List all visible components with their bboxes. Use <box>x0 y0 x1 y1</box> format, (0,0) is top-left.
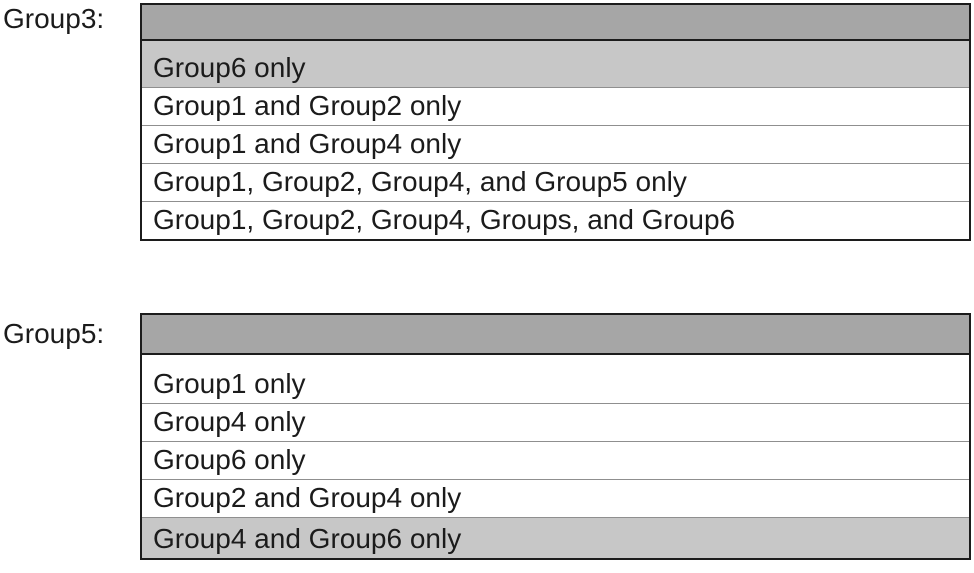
group3-option-5[interactable]: Group1, Group2, Group4, Groups, and Grou… <box>142 201 969 239</box>
group3-label: Group3: <box>3 3 105 34</box>
group5-dropdown: Group1 only Group4 only Group6 only Grou… <box>140 313 971 560</box>
group5-option-2[interactable]: Group4 only <box>142 403 969 441</box>
group5-label: Group5: <box>3 318 105 349</box>
group5-option-3[interactable]: Group6 only <box>142 441 969 479</box>
group5-dropdown-header[interactable] <box>142 315 969 355</box>
group3-option-1[interactable]: Group6 only <box>142 41 969 87</box>
group5-option-1[interactable]: Group1 only <box>142 355 969 403</box>
group3-option-3[interactable]: Group1 and Group4 only <box>142 125 969 163</box>
group5-option-4[interactable]: Group2 and Group4 only <box>142 479 969 517</box>
group3-option-4[interactable]: Group1, Group2, Group4, and Group5 only <box>142 163 969 201</box>
group5-option-5[interactable]: Group4 and Group6 only <box>142 517 969 558</box>
group3-option-2[interactable]: Group1 and Group2 only <box>142 87 969 125</box>
group3-dropdown: Group6 only Group1 and Group2 only Group… <box>140 3 971 241</box>
group3-dropdown-header[interactable] <box>142 5 969 41</box>
